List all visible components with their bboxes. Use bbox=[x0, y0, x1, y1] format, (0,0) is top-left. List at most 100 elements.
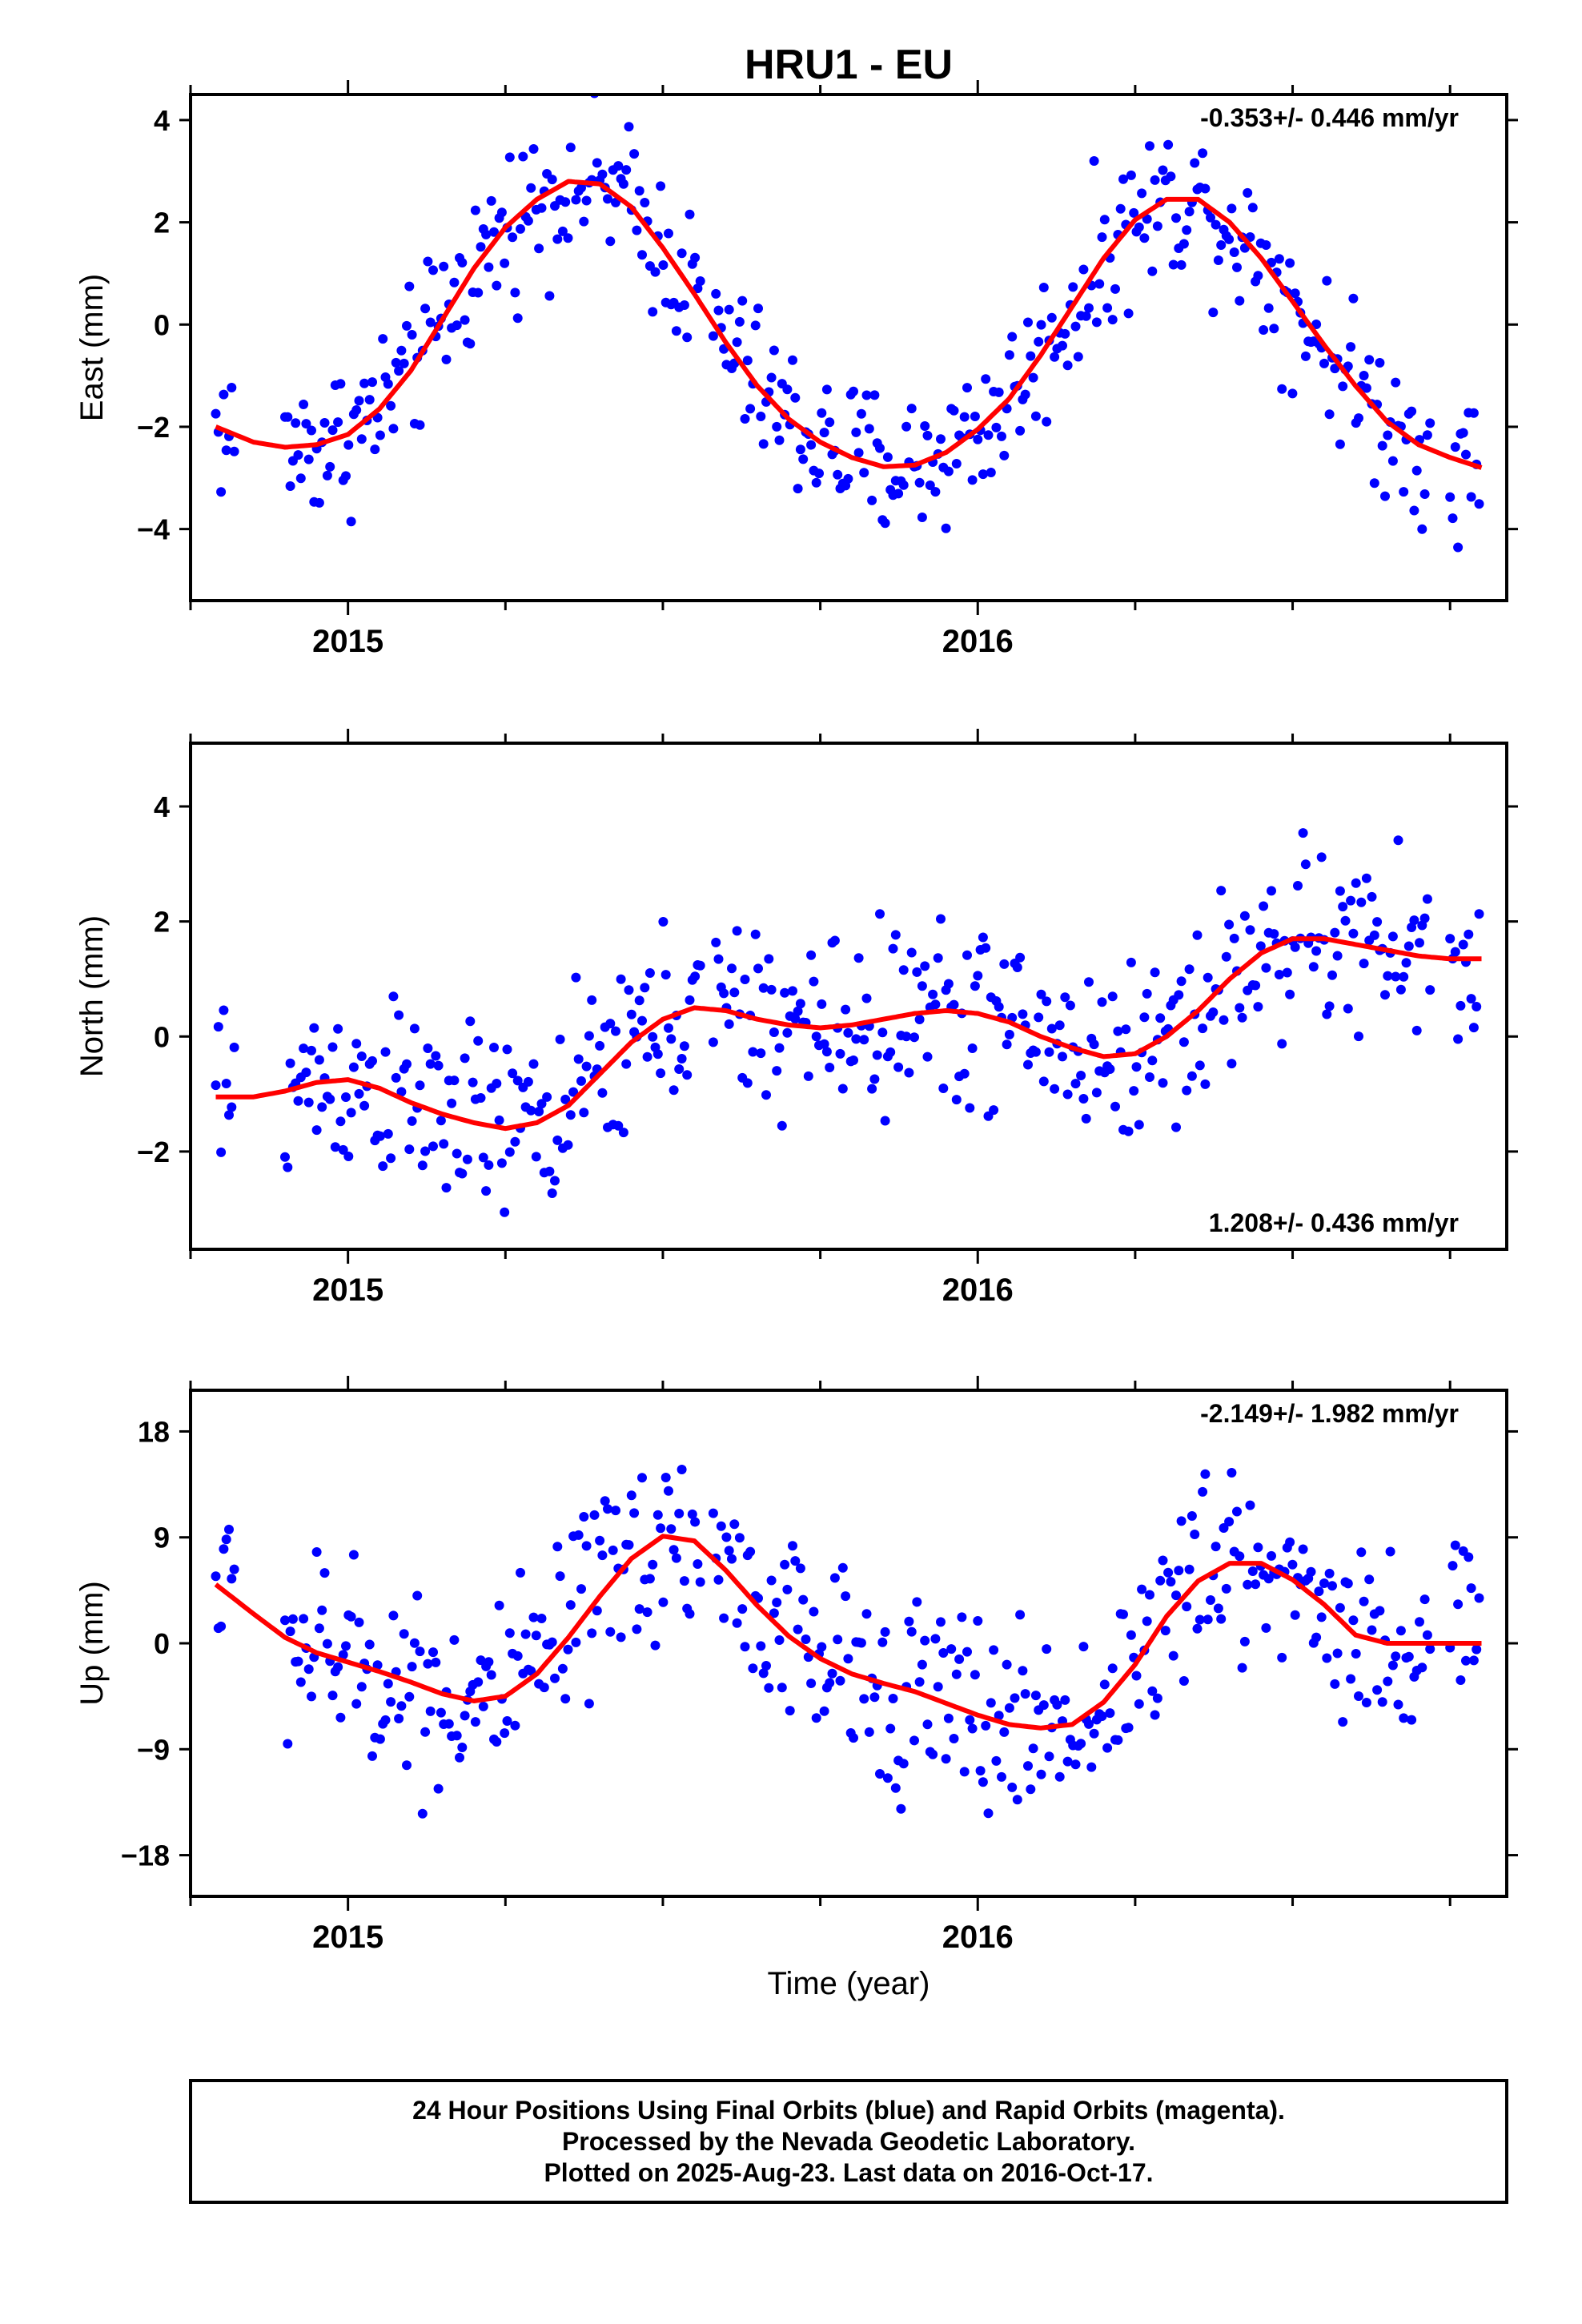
data-point bbox=[795, 999, 805, 1009]
data-point bbox=[1232, 1506, 1242, 1517]
data-point bbox=[1391, 377, 1401, 388]
data-point bbox=[544, 291, 555, 301]
data-point bbox=[1419, 1594, 1430, 1605]
data-point bbox=[835, 1675, 845, 1686]
footer-line-3: Plotted on 2025-Aug-23. Last data on 201… bbox=[544, 2158, 1153, 2187]
data-point bbox=[621, 1059, 632, 1069]
data-point bbox=[465, 339, 476, 349]
data-point bbox=[1468, 1023, 1479, 1033]
data-point bbox=[951, 1095, 962, 1105]
data-point bbox=[587, 995, 597, 1005]
x-axis-label: Time (year) bbox=[768, 1966, 930, 2001]
data-point bbox=[547, 1188, 557, 1198]
data-point bbox=[734, 1533, 745, 1543]
data-point bbox=[1375, 358, 1385, 368]
data-point bbox=[1387, 456, 1398, 466]
data-point bbox=[409, 1638, 420, 1648]
data-point bbox=[1026, 351, 1036, 361]
data-point bbox=[576, 183, 586, 193]
data-point bbox=[928, 989, 938, 999]
data-point bbox=[455, 1752, 464, 1763]
data-point bbox=[716, 1521, 726, 1531]
data-point bbox=[780, 1559, 790, 1570]
data-point bbox=[584, 1031, 594, 1041]
data-point bbox=[508, 232, 518, 243]
data-point bbox=[1221, 1583, 1231, 1594]
data-point bbox=[484, 1160, 494, 1170]
data-point bbox=[1200, 1079, 1211, 1089]
data-point bbox=[335, 1712, 346, 1723]
data-point bbox=[637, 1015, 647, 1026]
data-point bbox=[917, 513, 927, 522]
data-point bbox=[1461, 449, 1471, 460]
data-point bbox=[727, 963, 737, 974]
data-point bbox=[1327, 970, 1337, 980]
data-point bbox=[967, 1723, 978, 1734]
data-point bbox=[354, 396, 364, 406]
y-tick-label: 9 bbox=[154, 1522, 170, 1554]
data-point bbox=[504, 1628, 515, 1638]
data-point bbox=[682, 1070, 693, 1080]
data-point bbox=[560, 197, 571, 207]
data-point bbox=[629, 149, 640, 159]
data-point bbox=[780, 987, 790, 998]
data-point bbox=[1422, 430, 1432, 440]
data-point bbox=[1300, 859, 1311, 870]
data-point bbox=[576, 1076, 586, 1086]
data-point bbox=[930, 487, 941, 497]
data-point bbox=[978, 469, 988, 480]
data-point bbox=[227, 383, 237, 392]
data-point bbox=[307, 1045, 316, 1055]
data-point bbox=[1456, 1000, 1466, 1011]
data-point bbox=[1163, 139, 1174, 150]
data-point bbox=[481, 229, 492, 239]
data-point bbox=[833, 469, 843, 480]
data-point bbox=[965, 1715, 975, 1725]
data-point bbox=[656, 1068, 666, 1079]
data-point bbox=[1102, 303, 1113, 313]
data-point bbox=[348, 1550, 359, 1560]
data-point bbox=[283, 412, 293, 422]
data-point bbox=[439, 1139, 449, 1149]
data-point bbox=[928, 1749, 938, 1759]
data-point bbox=[1221, 951, 1231, 962]
data-point bbox=[1070, 1079, 1081, 1089]
data-point bbox=[1239, 1636, 1250, 1647]
data-point bbox=[885, 1723, 896, 1734]
data-point bbox=[348, 1062, 359, 1072]
data-point bbox=[425, 317, 436, 328]
data-point bbox=[441, 354, 452, 364]
data-point bbox=[880, 518, 890, 529]
data-point bbox=[1322, 1009, 1332, 1019]
data-point bbox=[1235, 296, 1245, 306]
data-point bbox=[1105, 1064, 1115, 1074]
data-point bbox=[396, 1087, 407, 1097]
data-point bbox=[587, 1628, 597, 1638]
data-point bbox=[563, 1140, 573, 1150]
data-point bbox=[500, 258, 510, 268]
data-point bbox=[761, 1090, 771, 1100]
data-point bbox=[496, 207, 507, 218]
data-point bbox=[1160, 1626, 1170, 1636]
data-point bbox=[452, 1731, 462, 1741]
data-point bbox=[1399, 1713, 1409, 1723]
data-point bbox=[1034, 336, 1044, 347]
data-point bbox=[1419, 489, 1430, 499]
data-point bbox=[652, 1049, 663, 1059]
data-point bbox=[708, 1508, 718, 1518]
data-point bbox=[396, 1701, 407, 1711]
y-axis-label: North (mm) bbox=[74, 915, 110, 1077]
data-point bbox=[650, 1640, 661, 1651]
data-point bbox=[856, 1638, 866, 1648]
data-point bbox=[1468, 1655, 1479, 1666]
data-point bbox=[1078, 1094, 1089, 1104]
data-point bbox=[211, 1080, 221, 1091]
data-point bbox=[1110, 283, 1120, 294]
data-point bbox=[1380, 491, 1390, 501]
data-point bbox=[1306, 1566, 1316, 1577]
data-point bbox=[565, 143, 576, 153]
data-point bbox=[637, 1473, 647, 1483]
data-point bbox=[1192, 1623, 1203, 1634]
data-point bbox=[396, 345, 407, 356]
data-point bbox=[1062, 1756, 1073, 1767]
